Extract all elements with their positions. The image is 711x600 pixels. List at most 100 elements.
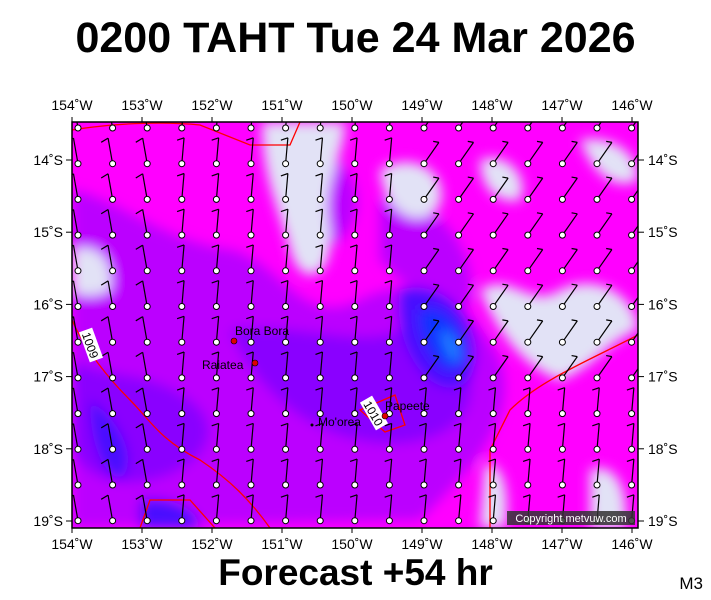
wind-barb-icon xyxy=(246,244,255,275)
wind-barb-icon xyxy=(280,244,290,275)
wind-barb-icon xyxy=(135,458,151,489)
lon-tick-label: 148˚W xyxy=(471,536,513,552)
wind-barb-icon xyxy=(72,458,82,489)
wind-barb-icon xyxy=(455,354,475,382)
wind-barb-icon xyxy=(176,137,186,168)
wind-barb-icon xyxy=(315,494,324,525)
wind-barb-icon xyxy=(135,423,151,453)
wind-barb-icon xyxy=(524,122,533,132)
forecast-label: Forecast +54 hr xyxy=(218,552,493,593)
wind-barb-icon xyxy=(176,280,186,310)
wind-barb-icon xyxy=(246,280,255,310)
wind-barb-icon xyxy=(349,280,359,310)
wind-barb-icon xyxy=(143,122,151,132)
wind-barb-icon xyxy=(176,172,186,203)
svg-text:Papeete: Papeete xyxy=(385,399,430,413)
wind-barb-icon xyxy=(455,176,475,203)
wind-barb-icon xyxy=(453,387,463,418)
wind-barb-icon xyxy=(489,212,509,239)
wind-barb-icon xyxy=(176,315,186,346)
rain-shading xyxy=(72,122,638,528)
wind-barb-icon xyxy=(489,354,509,382)
wind-barb-icon xyxy=(628,260,638,275)
wind-barb-icon xyxy=(280,280,290,310)
wind-barb-icon xyxy=(489,140,509,168)
lon-tick-label: 153˚W xyxy=(121,97,163,113)
wind-barb-icon xyxy=(626,387,636,418)
wind-barb-icon xyxy=(176,458,186,489)
wind-barb-icon xyxy=(524,283,544,310)
wind-barb-icon xyxy=(524,176,544,203)
wind-barb-icon xyxy=(100,137,117,168)
wind-barb-icon xyxy=(384,422,393,453)
wind-barb-icon xyxy=(420,319,440,346)
wind-barb-icon xyxy=(453,494,463,525)
wind-barb-icon xyxy=(628,367,638,382)
lat-tick-label: 15˚S xyxy=(648,224,678,240)
wind-barb-icon xyxy=(593,212,613,239)
wind-barb-icon xyxy=(628,189,638,203)
wind-barb-icon xyxy=(557,422,566,453)
wind-barb-icon xyxy=(349,458,359,489)
wind-barb-icon xyxy=(315,315,324,346)
wind-barb-icon xyxy=(455,122,464,132)
wind-barb-icon xyxy=(384,315,393,346)
wind-barb-icon xyxy=(384,172,393,203)
wind-barb-icon xyxy=(211,137,220,168)
wind-barb-icon xyxy=(455,319,475,346)
wind-barb-icon xyxy=(176,351,186,382)
lon-tick-label: 152˚W xyxy=(191,97,233,113)
wind-barb-icon xyxy=(72,316,82,346)
wind-barb-icon xyxy=(384,208,393,239)
wind-barb-icon xyxy=(280,351,290,382)
lon-tick-label: 152˚W xyxy=(191,536,233,552)
wind-barb-icon xyxy=(246,351,255,382)
wind-barb-icon xyxy=(100,173,117,203)
wind-barb-icon xyxy=(212,122,220,132)
wind-barb-icon xyxy=(522,458,532,489)
wind-barb-icon xyxy=(557,387,566,418)
wind-barb-icon xyxy=(246,315,255,346)
wind-barb-icon xyxy=(211,422,220,453)
lat-tick-label: 17˚S xyxy=(33,369,63,385)
wind-barb-icon xyxy=(488,387,497,418)
wind-barb-icon xyxy=(385,122,393,132)
wind-barb-icon xyxy=(315,172,324,203)
wind-barb-icon xyxy=(489,247,509,275)
wind-barb-icon xyxy=(419,494,428,525)
wind-barb-icon xyxy=(315,208,324,239)
wind-barb-icon xyxy=(100,316,117,346)
wind-barb-icon xyxy=(135,208,151,239)
wind-barb-icon xyxy=(558,283,578,310)
wind-barb-icon xyxy=(349,422,359,453)
wind-barb-icon xyxy=(315,280,324,310)
wind-barb-icon xyxy=(628,224,638,239)
wind-barb-icon xyxy=(628,332,638,346)
axis-ticks: 154˚W 154˚W 153˚W 153˚W 152˚W 152˚W 151˚W 151˚W… xyxy=(33,97,677,552)
wind-barb-icon xyxy=(593,319,613,346)
wind-barb-icon xyxy=(349,137,359,168)
lat-tick-label: 16˚S xyxy=(33,296,63,312)
wind-barb-icon xyxy=(176,494,186,525)
wind-barb-icon xyxy=(351,122,359,132)
place-bora-bora: Bora Bora xyxy=(230,324,289,345)
wind-barb-icon xyxy=(246,458,255,489)
lon-tick-label: 149˚W xyxy=(401,536,443,552)
wind-barb-icon xyxy=(211,280,220,310)
wind-barb-icon xyxy=(349,244,359,275)
wind-barb-icon xyxy=(280,208,290,239)
wind-barb-icon xyxy=(349,172,359,203)
lon-tick-label: 147˚W xyxy=(541,536,583,552)
lon-tick-label: 147˚W xyxy=(541,97,583,113)
wind-barb-icon xyxy=(626,422,636,453)
copyright-badge: Copyright metvuw.com xyxy=(507,511,635,525)
wind-barb-icon xyxy=(74,122,82,132)
wind-barb-icon xyxy=(522,387,532,418)
map-title: 0200 TAHT Tue 24 Mar 2026 xyxy=(75,14,636,62)
wind-barb-icon xyxy=(558,140,578,168)
wind-barb-icon xyxy=(349,494,359,525)
wind-barb-icon xyxy=(384,244,393,275)
svg-text:Bora Bora: Bora Bora xyxy=(235,324,289,338)
wind-barb-icon xyxy=(211,244,220,275)
svg-text:Mo'orea: Mo'orea xyxy=(318,415,361,429)
